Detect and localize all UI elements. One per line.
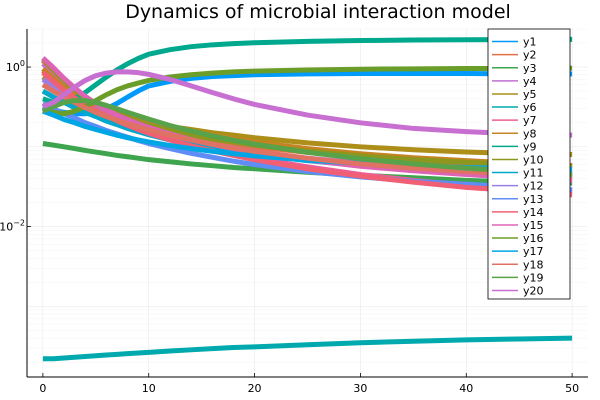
legend-label: y12	[523, 180, 544, 193]
legend-label: y17	[523, 245, 544, 258]
legend-label: y15	[523, 219, 544, 232]
x-tick-label: 30	[353, 382, 367, 395]
legend-label: y19	[523, 271, 544, 284]
series-line-y18	[41, 82, 573, 180]
x-tick-label: 10	[142, 382, 156, 395]
x-tick-label: 50	[565, 382, 579, 395]
legend: y1y2y3y4y5y6y7y8y9y10y11y12y13y14y15y16y…	[487, 28, 571, 300]
legend-label: y18	[523, 258, 544, 271]
series-line-y19	[41, 98, 573, 177]
x-tick-label: 20	[248, 382, 262, 395]
legend-box	[487, 28, 571, 300]
x-tick-label: 0	[39, 382, 46, 395]
legend-label: y3	[523, 62, 537, 75]
legend-label: y1	[523, 36, 537, 49]
axes: 0 10 20 30 40 50 100 10−2	[0, 29, 588, 395]
legend-label: y13	[523, 193, 544, 206]
chart-title: Dynamics of microbial interaction model	[125, 1, 511, 23]
legend-label: y4	[523, 75, 537, 88]
series-line-y6	[42, 335, 573, 362]
legend-label: y5	[523, 88, 537, 101]
legend-label: y8	[523, 127, 537, 140]
y-tick-label: 100	[6, 59, 25, 74]
legend-label: y16	[523, 232, 544, 245]
y-tick-label: 10−2	[0, 219, 25, 234]
legend-label: y11	[523, 167, 544, 180]
legend-label: y14	[523, 206, 544, 219]
legend-label: y6	[523, 101, 537, 114]
legend-label: y2	[523, 49, 537, 62]
x-tick-label: 40	[459, 382, 473, 395]
legend-label: y10	[523, 153, 544, 166]
legend-label: y20	[523, 284, 544, 297]
plot-area	[41, 36, 573, 362]
legend-label: y9	[523, 140, 537, 153]
series-line-y20	[41, 69, 573, 138]
legend-label: y7	[523, 114, 537, 127]
series-line-y1	[42, 71, 573, 117]
